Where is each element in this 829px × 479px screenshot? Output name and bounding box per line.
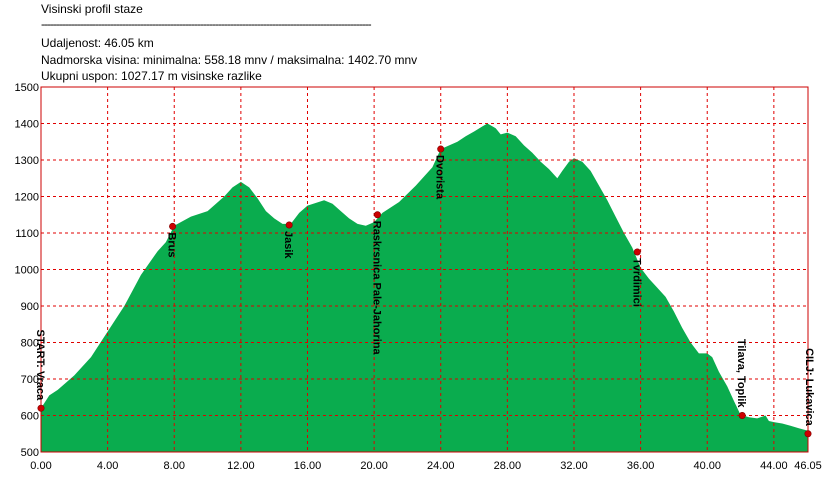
x-tick-label: 16.00 <box>294 460 322 472</box>
y-tick-label: 1000 <box>15 265 39 277</box>
waypoint-marker <box>285 221 293 229</box>
x-tick-label: 24.00 <box>427 460 455 472</box>
waypoint-label: START: Vraca <box>34 329 46 401</box>
waypoint-label: CILJ: Lukavica <box>803 348 815 427</box>
y-tick-label: 1100 <box>15 228 39 240</box>
x-tick-label: 8.00 <box>164 460 185 472</box>
x-tick-label: 44.00 <box>760 460 788 472</box>
waypoint-label: Brus <box>166 232 178 257</box>
x-tick-label: 0.00 <box>30 460 51 472</box>
plot-frame <box>40 86 809 453</box>
chart-title: Visinski profil staze <box>41 2 143 16</box>
x-tick-label: 40.00 <box>693 460 721 472</box>
y-tick-label: 1400 <box>15 119 39 131</box>
waypoint-label: Jasik <box>282 231 294 259</box>
waypoint-marker <box>738 411 746 419</box>
waypoint-marker <box>804 430 812 438</box>
y-tick-label: 1300 <box>15 155 39 167</box>
x-tick-label: 20.00 <box>360 460 388 472</box>
x-tick-label: 36.00 <box>627 460 655 472</box>
x-tick-label: 46.05 <box>794 460 822 472</box>
y-tick-label: 900 <box>21 301 39 313</box>
waypoint-label: Dvorista <box>434 155 446 200</box>
waypoint-label: Raskrsnica Pale-Jahorina <box>370 221 382 356</box>
waypoint-marker <box>37 404 45 412</box>
header-divider: ----------------------------------------… <box>41 17 372 31</box>
y-tick-label: 1500 <box>15 82 39 94</box>
x-tick-label: 32.00 <box>560 460 588 472</box>
waypoint-marker <box>373 211 381 219</box>
waypoint-label: Tilava, Toplik <box>735 339 747 409</box>
y-tick-label: 600 <box>21 411 39 423</box>
waypoint-marker <box>633 248 641 256</box>
x-tick-label: 12.00 <box>227 460 255 472</box>
elevation-area <box>41 123 808 452</box>
y-tick-label: 500 <box>21 447 39 459</box>
distance-text: Udaljenost: 46.05 km <box>41 36 154 50</box>
y-tick-label: 800 <box>21 338 39 350</box>
waypoint-marker <box>437 145 445 153</box>
x-tick-label: 4.00 <box>97 460 118 472</box>
waypoint-label: Tvrdimici <box>630 258 642 307</box>
elevation-text: Nadmorska visina: minimalna: 558.18 mnv … <box>41 53 418 67</box>
ascent-text: Ukupni uspon: 1027.17 m visinske razlike <box>41 69 262 83</box>
y-tick-label: 700 <box>21 374 39 386</box>
y-tick-label: 1200 <box>15 192 39 204</box>
x-tick-label: 28.00 <box>494 460 522 472</box>
waypoint-marker <box>169 222 177 230</box>
